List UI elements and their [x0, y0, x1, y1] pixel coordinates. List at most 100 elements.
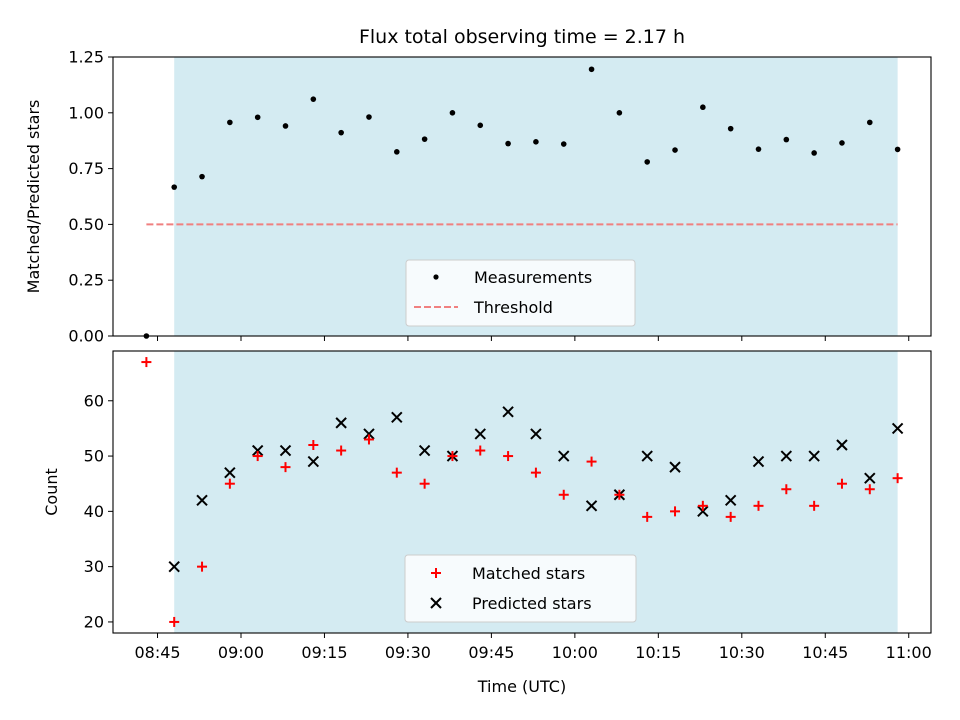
- predicted-stars-point: [251, 444, 264, 457]
- measurement-point: [755, 146, 762, 152]
- matched-stars-point: [475, 445, 486, 456]
- x-axis-label: Time (UTC): [477, 677, 566, 696]
- top-panel: 0.00 0.25 0.50 0.75 1.00 1.25 Flux total obse…: [24, 26, 932, 346]
- legend-measurements-marker: [433, 274, 439, 280]
- measurement-point: [171, 184, 178, 190]
- predicted-stars-point: [891, 422, 904, 435]
- bottom-y-axis-label: Count: [42, 468, 61, 516]
- x-tick-label: 09:45: [468, 643, 514, 662]
- predicted-stars-point: [196, 494, 208, 507]
- predicted-stars-point: [669, 461, 681, 473]
- matched-stars-point: [391, 467, 402, 478]
- matched-stars-point: [363, 434, 374, 445]
- predicted-stars-point: [724, 494, 737, 507]
- matched-stars-point: [670, 506, 681, 517]
- measurement-point: [393, 149, 400, 155]
- top-y-axis-label: Matched/Predicted stars: [24, 100, 43, 294]
- x-tick-label: 09:15: [301, 643, 347, 662]
- matched-stars-point: [781, 484, 792, 495]
- measurement-point: [477, 122, 484, 129]
- matched-stars-point: [836, 478, 847, 489]
- predicted-stars-point: [780, 450, 793, 462]
- measurement-point: [783, 136, 790, 143]
- bottom-panel: 20 30 40 50 60 08:45 09:00 09:15 09:30 09:45 10:0…: [42, 350, 932, 696]
- matched-stars-point: [169, 616, 180, 627]
- measurement-point: [254, 114, 261, 121]
- top-legend-box: [405, 259, 636, 327]
- predicted-stars-point: [697, 505, 709, 518]
- measurement-point: [505, 140, 511, 147]
- measurement-point: [811, 150, 817, 156]
- predicted-stars-point: [836, 439, 848, 451]
- matched-stars-point: [503, 451, 514, 462]
- top-axes-frame: [112, 56, 932, 337]
- predicted-stars-point: [279, 444, 292, 457]
- predicted-stars-point: [864, 472, 876, 484]
- measurement-point: [421, 136, 428, 142]
- measurement-point: [672, 147, 678, 153]
- measurement-point: [533, 139, 539, 145]
- predicted-stars-point: [224, 466, 236, 479]
- bottom-y-tick-label: 40: [84, 502, 104, 521]
- measurement-point: [227, 119, 233, 126]
- predicted-stars-point: [752, 455, 765, 468]
- matched-stars-point: [753, 500, 764, 511]
- predicted-stars-point: [502, 406, 514, 418]
- matched-stars-point: [280, 462, 291, 473]
- chart-title: Flux total observing time = 2.17 h: [359, 26, 685, 48]
- matched-stars-point: [447, 451, 458, 462]
- bottom-y-tick-label: 60: [84, 391, 104, 410]
- matched-stars-point: [141, 357, 152, 368]
- matched-stars-point: [558, 489, 569, 500]
- top-y-tick-label: 1.00: [68, 103, 104, 122]
- legend-predicted-marker-shape: [430, 597, 442, 609]
- measurement-point: [727, 125, 734, 132]
- measurement-point: [588, 66, 595, 73]
- matched-stars-point: [308, 440, 319, 450]
- predicted-stars-point: [585, 500, 598, 512]
- predicted-stars-point: [418, 444, 431, 457]
- matched-stars-point: [697, 500, 708, 511]
- measurement-point: [449, 110, 456, 116]
- measurement-point: [282, 123, 289, 129]
- predicted-stars-point: [168, 560, 180, 573]
- x-tick-label: 10:30: [719, 643, 765, 662]
- predicted-stars-point: [530, 428, 542, 440]
- predicted-stars-point: [641, 450, 653, 462]
- predicted-stars-point: [363, 428, 375, 440]
- matched-stars-point: [892, 473, 903, 484]
- x-tick-label: 10:00: [552, 643, 598, 662]
- matched-stars-point: [336, 445, 347, 456]
- measurement-point: [366, 114, 372, 120]
- legend-matched-marker-shape: [431, 568, 441, 578]
- bottom-y-tick-label: 20: [84, 612, 104, 631]
- measurement-point: [894, 146, 901, 153]
- matched-stars-point: [419, 478, 430, 489]
- bottom-y-tick-label: 30: [84, 557, 104, 576]
- top-y-tick-label: 0.25: [68, 271, 104, 290]
- matched-stars-point: [224, 478, 235, 489]
- x-tick-label: 11:00: [886, 643, 932, 662]
- top-y-tick-label: 1.25: [68, 48, 104, 67]
- legend-predicted-label: Predicted stars: [472, 594, 592, 613]
- legend-predicted-marker: [430, 597, 442, 609]
- matched-stars-point: [530, 467, 541, 478]
- measurement-point: [199, 173, 205, 180]
- matched-stars-point: [586, 456, 597, 467]
- x-tick-label: 09:00: [218, 643, 264, 662]
- matched-stars-point: [614, 489, 625, 500]
- legend-matched-label: Matched stars: [472, 564, 585, 583]
- x-tick-label: 10:45: [802, 643, 848, 662]
- bottom-legend: Matched stars Predicted stars: [404, 554, 637, 623]
- predicted-stars-point: [474, 428, 486, 440]
- top-y-tick-label: 0.00: [68, 327, 104, 346]
- measurement-point: [616, 110, 623, 116]
- predicted-stars-point: [335, 417, 347, 429]
- bottom-axes-frame: [112, 350, 932, 634]
- x-tick-label: 10:15: [635, 643, 681, 662]
- legend-matched-marker: [431, 568, 441, 578]
- measurement-point: [560, 141, 567, 147]
- measurement-point: [310, 96, 317, 102]
- measurement-point: [700, 104, 706, 111]
